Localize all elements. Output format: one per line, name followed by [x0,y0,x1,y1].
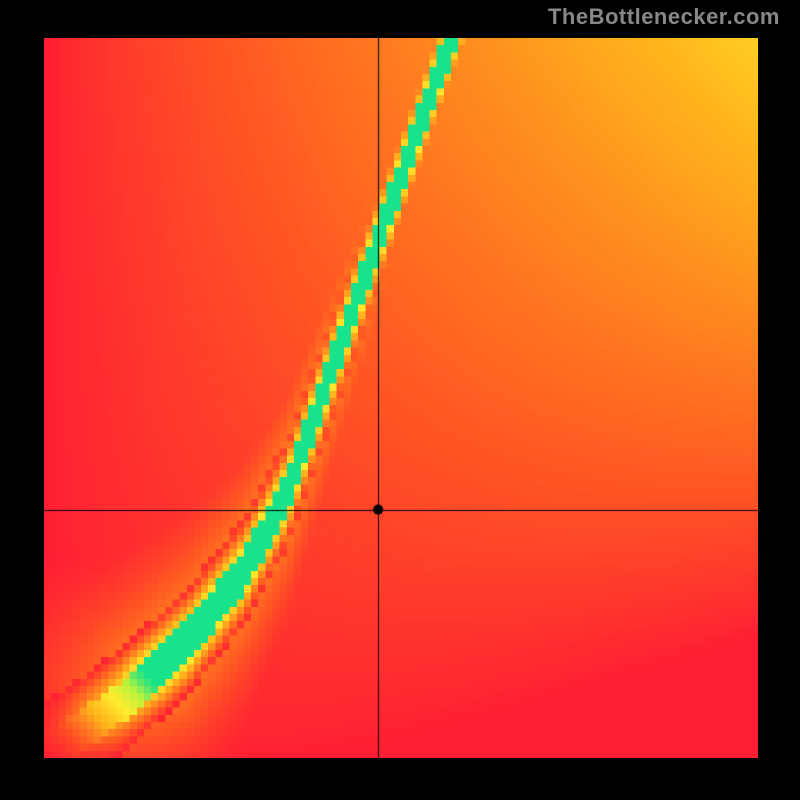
chart-container: TheBottlenecker.com [0,0,800,800]
heatmap-canvas [44,38,758,758]
watermark-text: TheBottlenecker.com [548,4,780,30]
